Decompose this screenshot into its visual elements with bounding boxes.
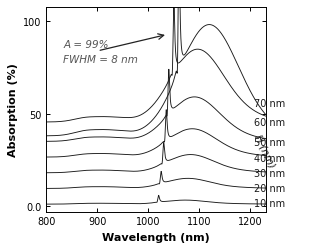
Text: 60 nm: 60 nm <box>254 117 286 128</box>
Text: 30 nm: 30 nm <box>254 168 286 178</box>
Text: H (nm): H (nm) <box>253 133 277 169</box>
Text: 50 nm: 50 nm <box>254 138 286 148</box>
Text: 40 nm: 40 nm <box>254 153 286 163</box>
Y-axis label: Absorption (%): Absorption (%) <box>8 63 18 156</box>
Text: FWHM = 8 nm: FWHM = 8 nm <box>63 55 138 65</box>
Text: 10 nm: 10 nm <box>254 198 286 208</box>
X-axis label: Wavelength (nm): Wavelength (nm) <box>102 232 210 242</box>
Text: A = 99%: A = 99% <box>63 40 109 50</box>
Text: 70 nm: 70 nm <box>254 98 286 108</box>
Text: 20 nm: 20 nm <box>254 184 286 194</box>
